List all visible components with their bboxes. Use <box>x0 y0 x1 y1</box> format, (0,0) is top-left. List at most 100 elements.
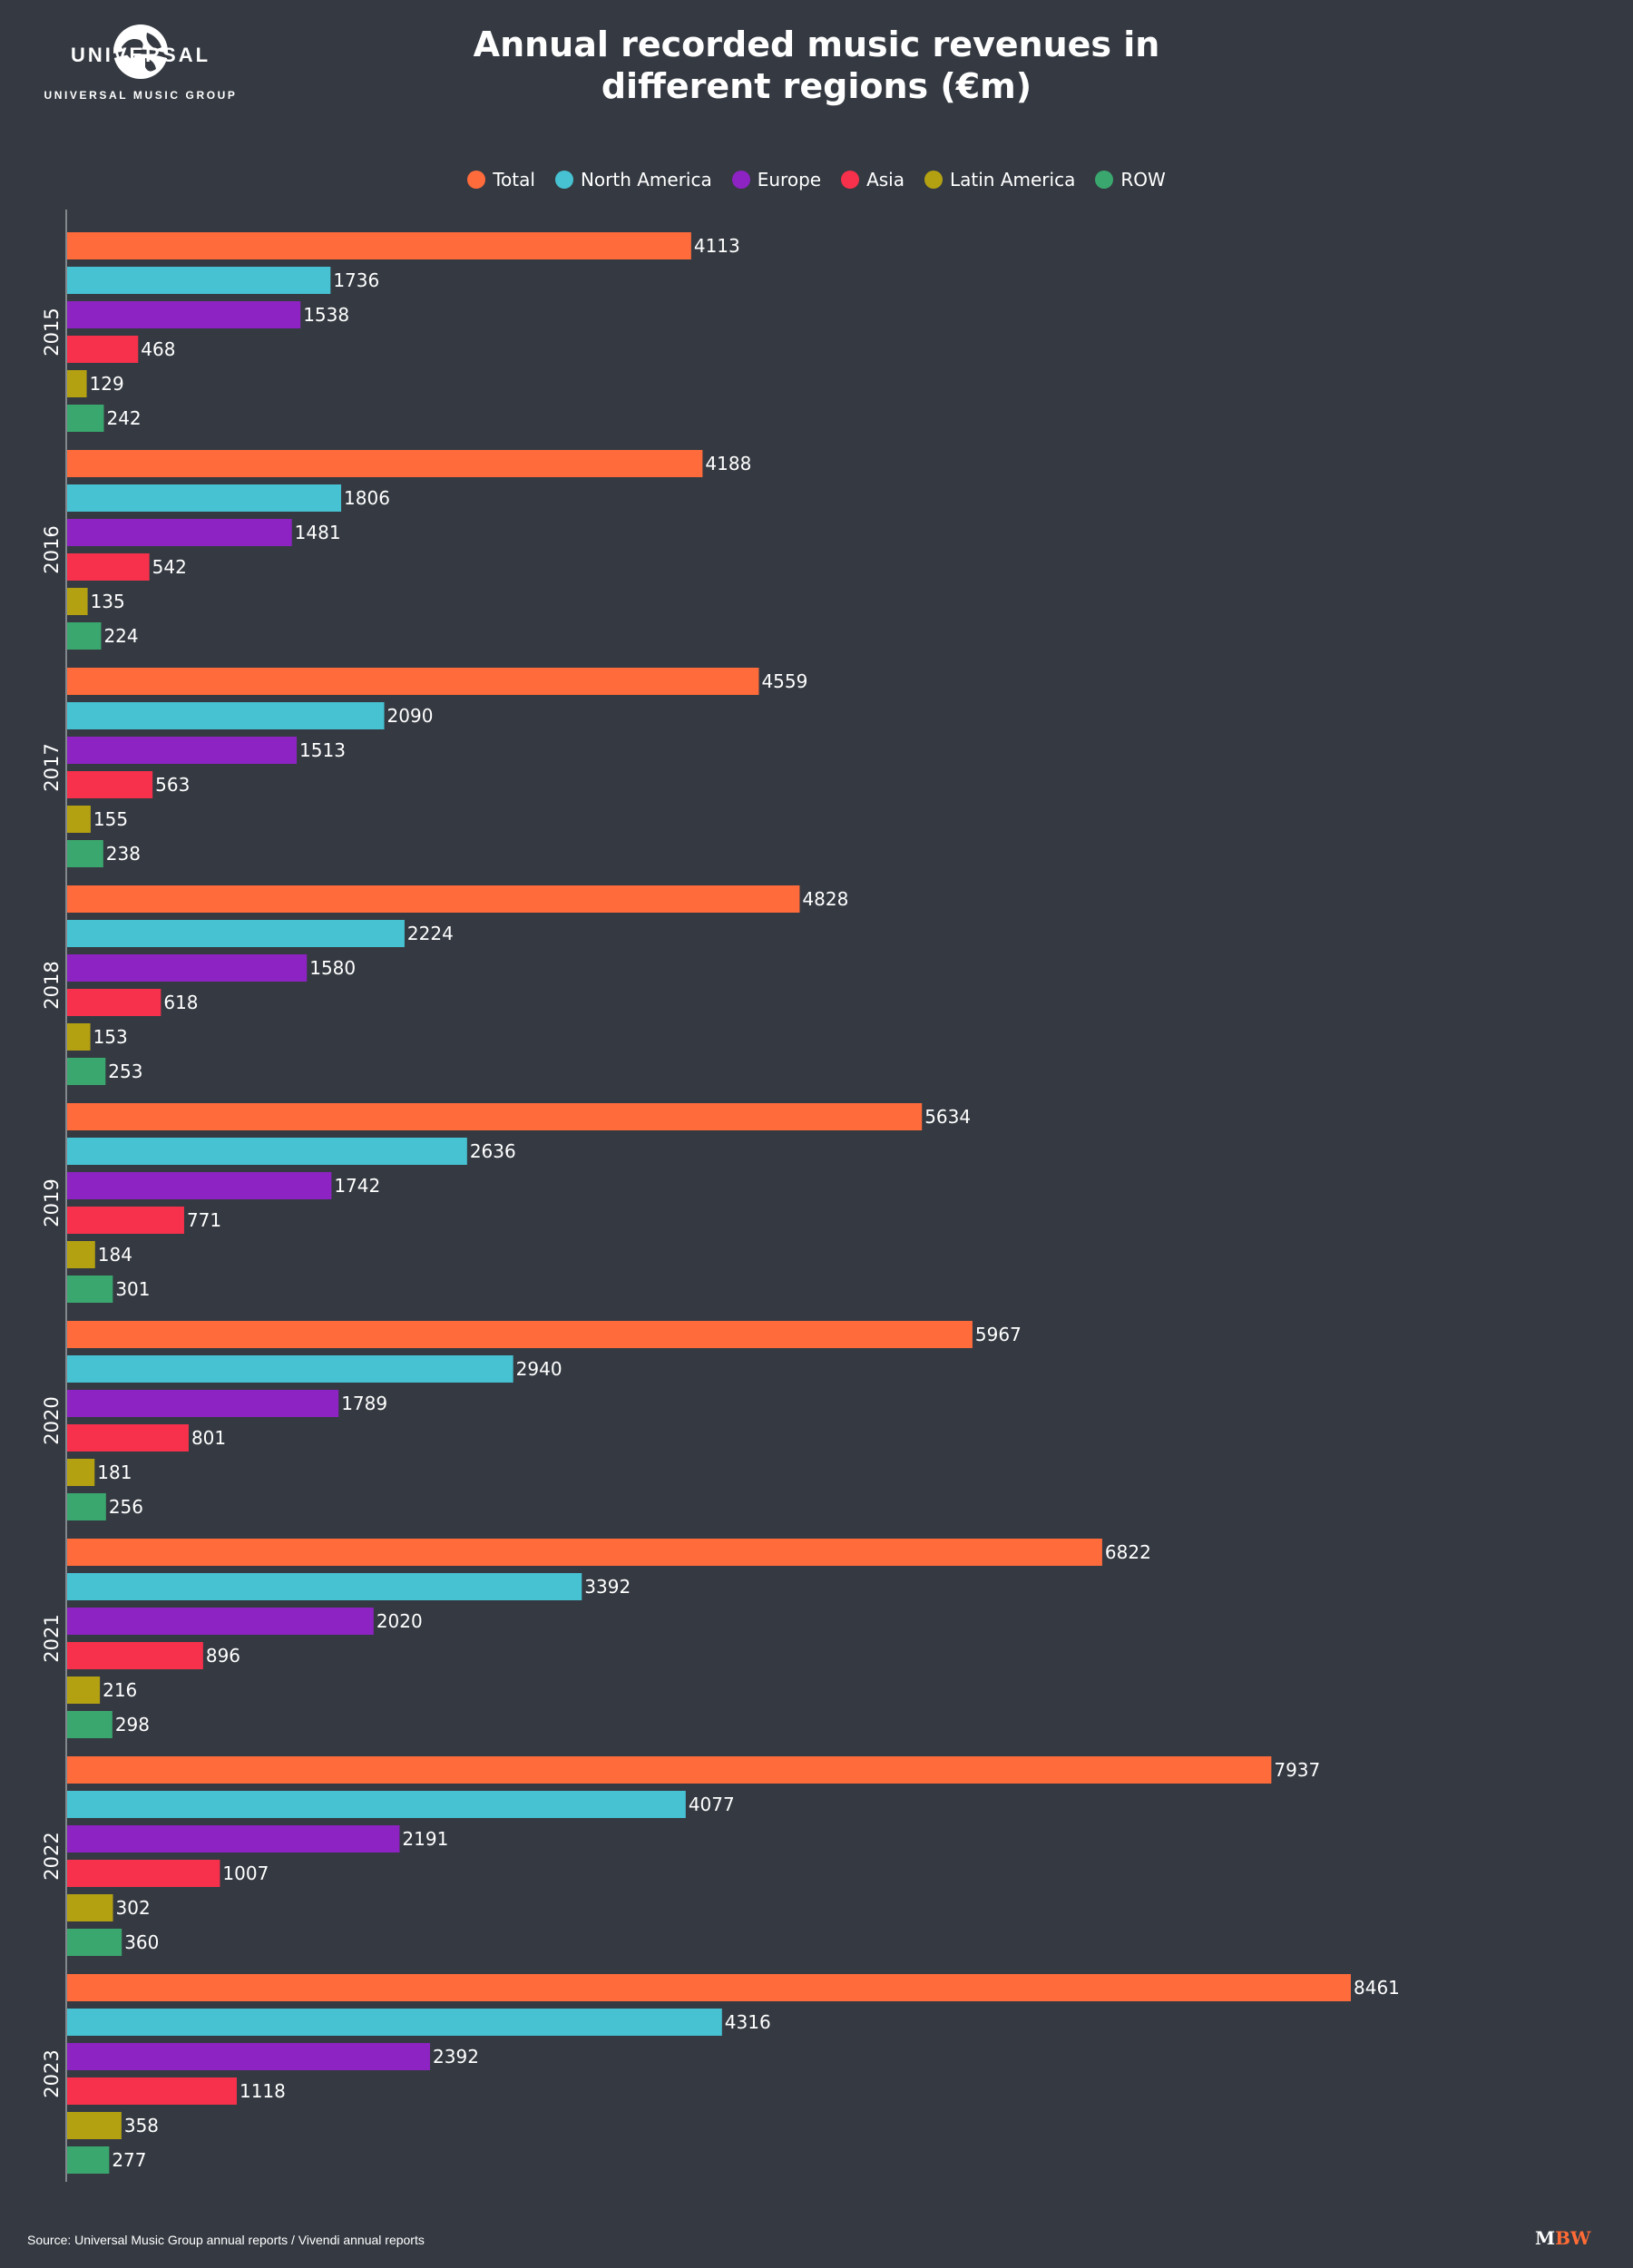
bar[interactable] <box>67 1058 106 1085</box>
bar[interactable] <box>67 405 104 432</box>
bar[interactable] <box>67 771 153 798</box>
bar[interactable] <box>67 553 150 581</box>
bar[interactable] <box>67 2009 722 2036</box>
bar[interactable] <box>67 2077 237 2105</box>
bar[interactable] <box>67 1825 400 1853</box>
bar[interactable] <box>67 989 161 1016</box>
bar[interactable] <box>67 1138 467 1165</box>
y-tick-label: 2018 <box>41 961 63 1009</box>
data-label: 4828 <box>802 888 848 910</box>
bar[interactable] <box>67 702 385 729</box>
legend-item[interactable]: Asia <box>841 169 905 191</box>
globe-icon <box>112 24 170 79</box>
bar[interactable] <box>67 1103 923 1130</box>
bar[interactable] <box>67 1860 220 1887</box>
y-tick-label: 2016 <box>41 525 63 573</box>
bar[interactable] <box>67 1791 686 1818</box>
year-group: 2019 5634 2636 1742 771 184 301 <box>41 1103 971 1303</box>
bar[interactable] <box>67 1390 339 1417</box>
bar[interactable] <box>67 1573 582 1600</box>
bar[interactable] <box>67 1974 1351 2001</box>
bar[interactable] <box>67 1756 1272 1784</box>
legend-swatch <box>924 171 943 189</box>
bar[interactable] <box>67 336 139 363</box>
legend-label: Asia <box>866 169 905 191</box>
bar[interactable] <box>67 1493 106 1520</box>
data-label: 3392 <box>584 1576 631 1598</box>
bar[interactable] <box>67 1355 513 1383</box>
data-label: 153 <box>93 1026 128 1048</box>
bar[interactable] <box>67 450 703 477</box>
data-label: 6822 <box>1105 1541 1151 1563</box>
year-group: 2022 7937 4077 2191 1007 302 360 <box>41 1756 1320 1956</box>
bar[interactable] <box>67 1424 189 1452</box>
data-label: 542 <box>152 556 187 578</box>
data-label: 2020 <box>376 1610 423 1632</box>
bar[interactable] <box>67 484 342 512</box>
bar[interactable] <box>67 885 800 913</box>
legend-label: ROW <box>1120 169 1166 191</box>
bar[interactable] <box>67 1459 95 1486</box>
data-label: 4316 <box>725 2011 771 2033</box>
data-label: 1806 <box>344 487 390 509</box>
y-tick-label: 2019 <box>41 1178 63 1227</box>
bar[interactable] <box>67 1172 332 1199</box>
bar[interactable] <box>67 622 102 650</box>
bar[interactable] <box>67 737 298 764</box>
data-label: 1118 <box>240 2080 286 2102</box>
bar[interactable] <box>67 1241 95 1268</box>
bar[interactable] <box>67 370 87 397</box>
bar[interactable] <box>67 1276 113 1303</box>
year-group: 2020 5967 2940 1789 801 181 256 <box>41 1321 1022 1520</box>
data-label: 2940 <box>516 1358 562 1380</box>
data-label: 277 <box>112 2149 146 2171</box>
data-label: 4113 <box>694 235 740 257</box>
data-label: 216 <box>103 1679 137 1701</box>
bar[interactable] <box>67 1608 374 1635</box>
brand-bw: BW <box>1555 2227 1591 2249</box>
year-group: 2018 4828 2224 1580 618 153 253 <box>41 885 848 1085</box>
bar[interactable] <box>67 519 292 546</box>
bar[interactable] <box>67 1929 122 1956</box>
chart-title: Annual recorded music revenues in differ… <box>473 24 1160 106</box>
y-tick-label: 2022 <box>41 1832 63 1880</box>
bar[interactable] <box>67 954 308 982</box>
data-label: 253 <box>108 1061 142 1082</box>
legend-item[interactable]: Total <box>467 169 535 191</box>
bar[interactable] <box>67 301 301 328</box>
data-label: 301 <box>115 1278 150 1300</box>
legend-item[interactable]: Europe <box>731 169 822 191</box>
bar[interactable] <box>67 588 88 615</box>
bar[interactable] <box>67 1894 113 1921</box>
logo-group-text: UNIVERSAL MUSIC GROUP <box>44 89 238 102</box>
bar-chart: 2015 4113 1736 1538 468 129 242 2016 4188 1806148… <box>41 210 1400 2182</box>
legend-label: Europe <box>757 169 822 191</box>
bar[interactable] <box>67 1711 112 1738</box>
data-label: 224 <box>103 625 138 647</box>
bar[interactable] <box>67 267 331 294</box>
year-group: 2015 4113 1736 1538 468 129 242 <box>41 232 740 432</box>
legend-item[interactable]: Latin America <box>924 169 1075 191</box>
legend-label: North America <box>580 169 712 191</box>
legend-label: Total <box>493 169 535 191</box>
bar[interactable] <box>67 1642 203 1669</box>
data-label: 135 <box>91 591 125 612</box>
bar[interactable] <box>67 1677 101 1704</box>
bar[interactable] <box>67 668 759 695</box>
bar[interactable] <box>67 2043 431 2070</box>
data-label: 563 <box>155 774 190 796</box>
bar[interactable] <box>67 840 103 867</box>
legend-item[interactable]: ROW <box>1095 169 1166 191</box>
bar[interactable] <box>67 920 405 947</box>
bar[interactable] <box>67 232 691 259</box>
bar[interactable] <box>67 1023 91 1051</box>
bar[interactable] <box>67 1539 1102 1566</box>
bar[interactable] <box>67 1207 184 1234</box>
bar[interactable] <box>67 806 91 833</box>
bar[interactable] <box>67 2112 122 2139</box>
y-tick-label: 2021 <box>41 1614 63 1662</box>
bar[interactable] <box>67 1321 973 1348</box>
legend-item[interactable]: North America <box>554 169 712 191</box>
bar[interactable] <box>67 2146 110 2174</box>
